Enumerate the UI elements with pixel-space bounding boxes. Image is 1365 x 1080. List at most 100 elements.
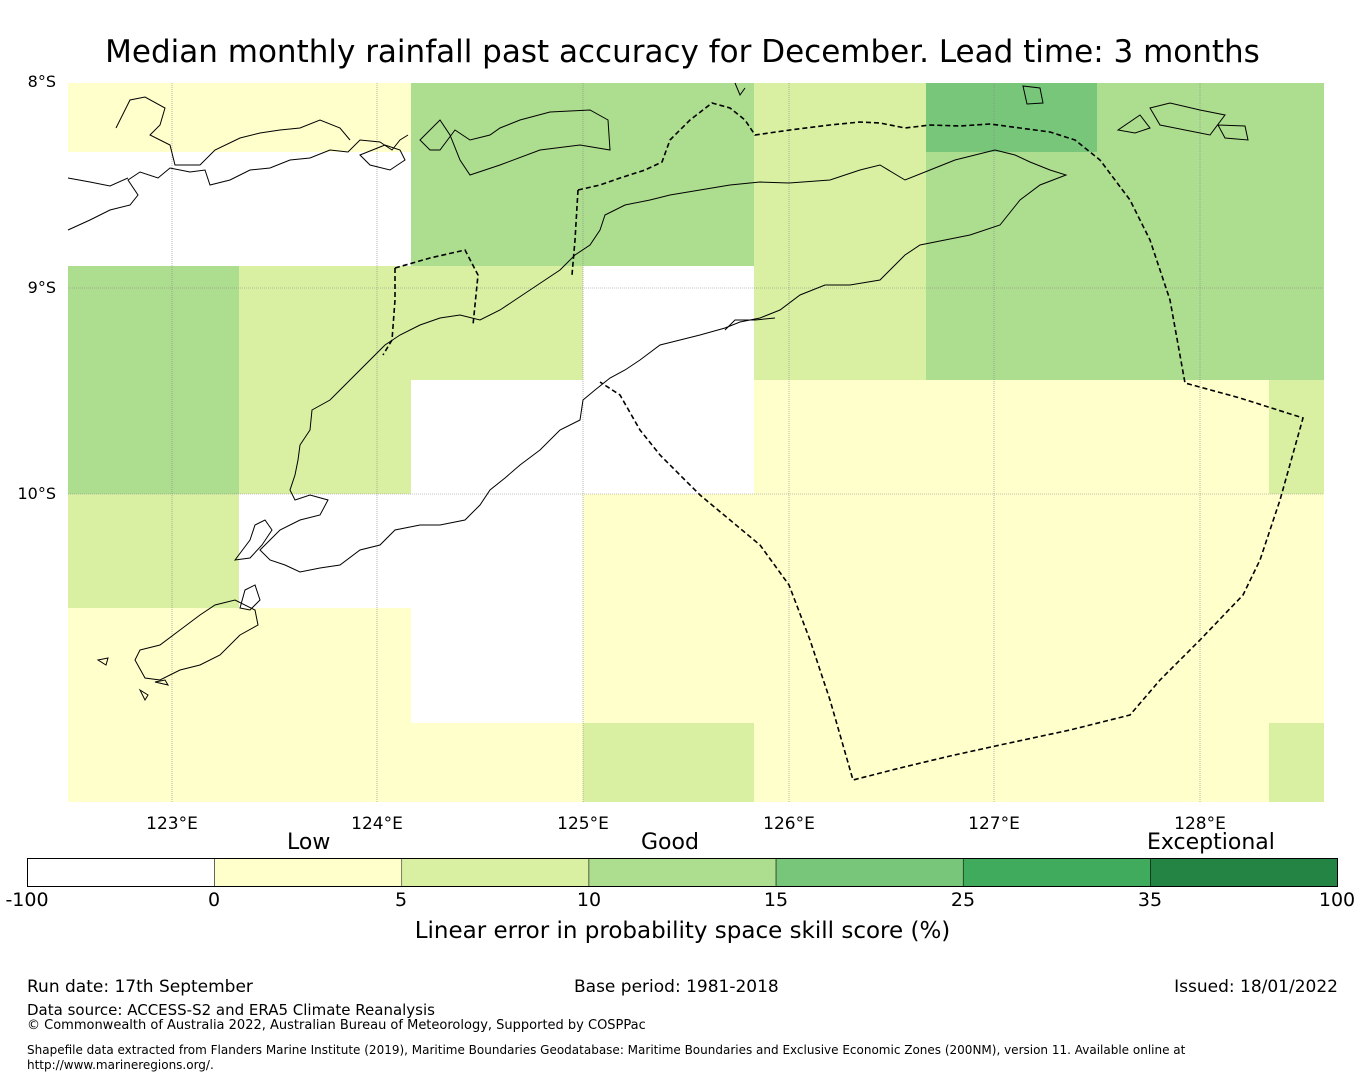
cb-tick-35: 35 <box>1137 889 1163 911</box>
grid-cell <box>411 266 583 380</box>
run-date: Run date: 17th September <box>27 977 253 997</box>
grid-cell <box>754 380 926 494</box>
coastline-solor <box>115 96 351 166</box>
colorbar <box>27 858 1338 887</box>
grid-cell <box>1097 380 1269 494</box>
grid-cell <box>583 380 754 494</box>
lon-label-126: 126°E <box>763 814 815 834</box>
grid-cell <box>754 152 926 266</box>
grid-cell <box>68 608 239 723</box>
colorbar-segment <box>775 858 964 887</box>
grid-cell <box>239 380 411 494</box>
lat-label-8: 8°S <box>27 72 56 91</box>
category-exceptional: Exceptional <box>1147 830 1275 855</box>
graticule <box>68 83 1324 802</box>
colorbar-segment <box>588 858 777 887</box>
coastline-timor-north <box>259 149 1068 573</box>
grid-cell <box>926 83 1097 152</box>
colorbar-segment <box>214 858 403 887</box>
lon-label-128: 128°E <box>1174 814 1226 834</box>
skill-grid <box>68 83 1324 802</box>
grid-cell <box>583 266 754 380</box>
grid-cell <box>1269 608 1324 723</box>
grid-cell <box>239 494 411 608</box>
coastlines <box>67 82 1249 702</box>
grid-cell <box>239 608 411 723</box>
grid-cell <box>1097 83 1269 152</box>
grid-cell <box>926 723 1097 802</box>
grid-cell <box>1269 83 1324 152</box>
grid-cell <box>1269 380 1324 494</box>
lon-label-123: 123°E <box>146 814 198 834</box>
grid-cell <box>411 83 583 152</box>
coastline-kisar <box>734 82 746 97</box>
grid-cell <box>583 723 754 802</box>
issued-date: Issued: 18/01/2022 <box>1174 977 1338 997</box>
coastline-rote <box>134 584 261 681</box>
colorbar-label: Linear error in probability space skill … <box>414 918 951 944</box>
cb-tick-15: 15 <box>763 889 789 911</box>
lon-label-124: 124°E <box>351 814 403 834</box>
cb-tick-5: 5 <box>394 889 408 911</box>
grid-cell <box>583 152 754 266</box>
grid-cell <box>411 494 583 608</box>
lon-label-125: 125°E <box>557 814 609 834</box>
grid-cell <box>1269 152 1324 266</box>
grid-cell <box>926 266 1097 380</box>
grid-cell <box>583 83 754 152</box>
grid-cell <box>754 266 926 380</box>
grid-cell <box>68 723 239 802</box>
cb-tick-25: 25 <box>950 889 976 911</box>
coastline-wetar <box>1116 102 1249 141</box>
coastline-alor <box>419 109 611 176</box>
grid-cell <box>68 152 239 266</box>
grid-cell <box>926 608 1097 723</box>
lat-label-9: 9°S <box>27 278 56 297</box>
cb-tick-0: 0 <box>207 889 221 911</box>
coastline-ndao <box>96 657 170 702</box>
data-source: Data source: ACCESS-S2 and ERA5 Climate … <box>27 1001 435 1019</box>
grid-cell <box>754 83 926 152</box>
grid-cell <box>926 152 1097 266</box>
colorbar-segment <box>401 858 590 887</box>
colorbar-segment <box>27 858 215 887</box>
grid-cell <box>239 83 411 152</box>
shapefile-url: http://www.marineregions.org/. <box>27 1058 214 1072</box>
grid-cell <box>583 494 754 608</box>
grid-cell <box>411 380 583 494</box>
cb-tick-100: 100 <box>1318 889 1356 911</box>
grid-cell <box>1097 266 1269 380</box>
grid-cell <box>1097 494 1269 608</box>
cb-tick-10: 10 <box>576 889 602 911</box>
coastline-pantar <box>359 144 406 171</box>
coastline-atauro <box>1022 85 1044 105</box>
grid-cell <box>1269 723 1324 802</box>
grid-cell <box>411 723 583 802</box>
coastline-semau <box>233 519 273 561</box>
category-low: Low <box>287 830 331 855</box>
base-period: Base period: 1981-2018 <box>574 977 779 997</box>
grid-cell <box>239 266 411 380</box>
cb-tick-m100: -100 <box>5 889 49 911</box>
coastline-flores-south <box>67 177 129 187</box>
lat-label-10: 10°S <box>17 484 56 503</box>
grid-cell <box>583 608 754 723</box>
grid-cell <box>68 266 239 380</box>
grid-cell <box>239 723 411 802</box>
grid-cell <box>1097 723 1269 802</box>
grid-cell <box>239 152 411 266</box>
grid-cell <box>926 380 1097 494</box>
map-title: Median monthly rainfall past accuracy fo… <box>105 34 1260 70</box>
eez-boundary <box>382 102 1304 781</box>
grid-cell <box>68 494 239 608</box>
skill-map <box>67 82 1324 802</box>
coastline-timor-south-inner <box>724 317 776 331</box>
grid-cell <box>1269 266 1324 380</box>
grid-cell <box>68 83 239 152</box>
grid-cell <box>754 494 926 608</box>
coastline-flores <box>67 134 409 231</box>
grid-cell <box>1269 494 1324 608</box>
colorbar-segment <box>1150 858 1338 887</box>
grid-cell <box>1097 152 1269 266</box>
grid-cell <box>68 380 239 494</box>
